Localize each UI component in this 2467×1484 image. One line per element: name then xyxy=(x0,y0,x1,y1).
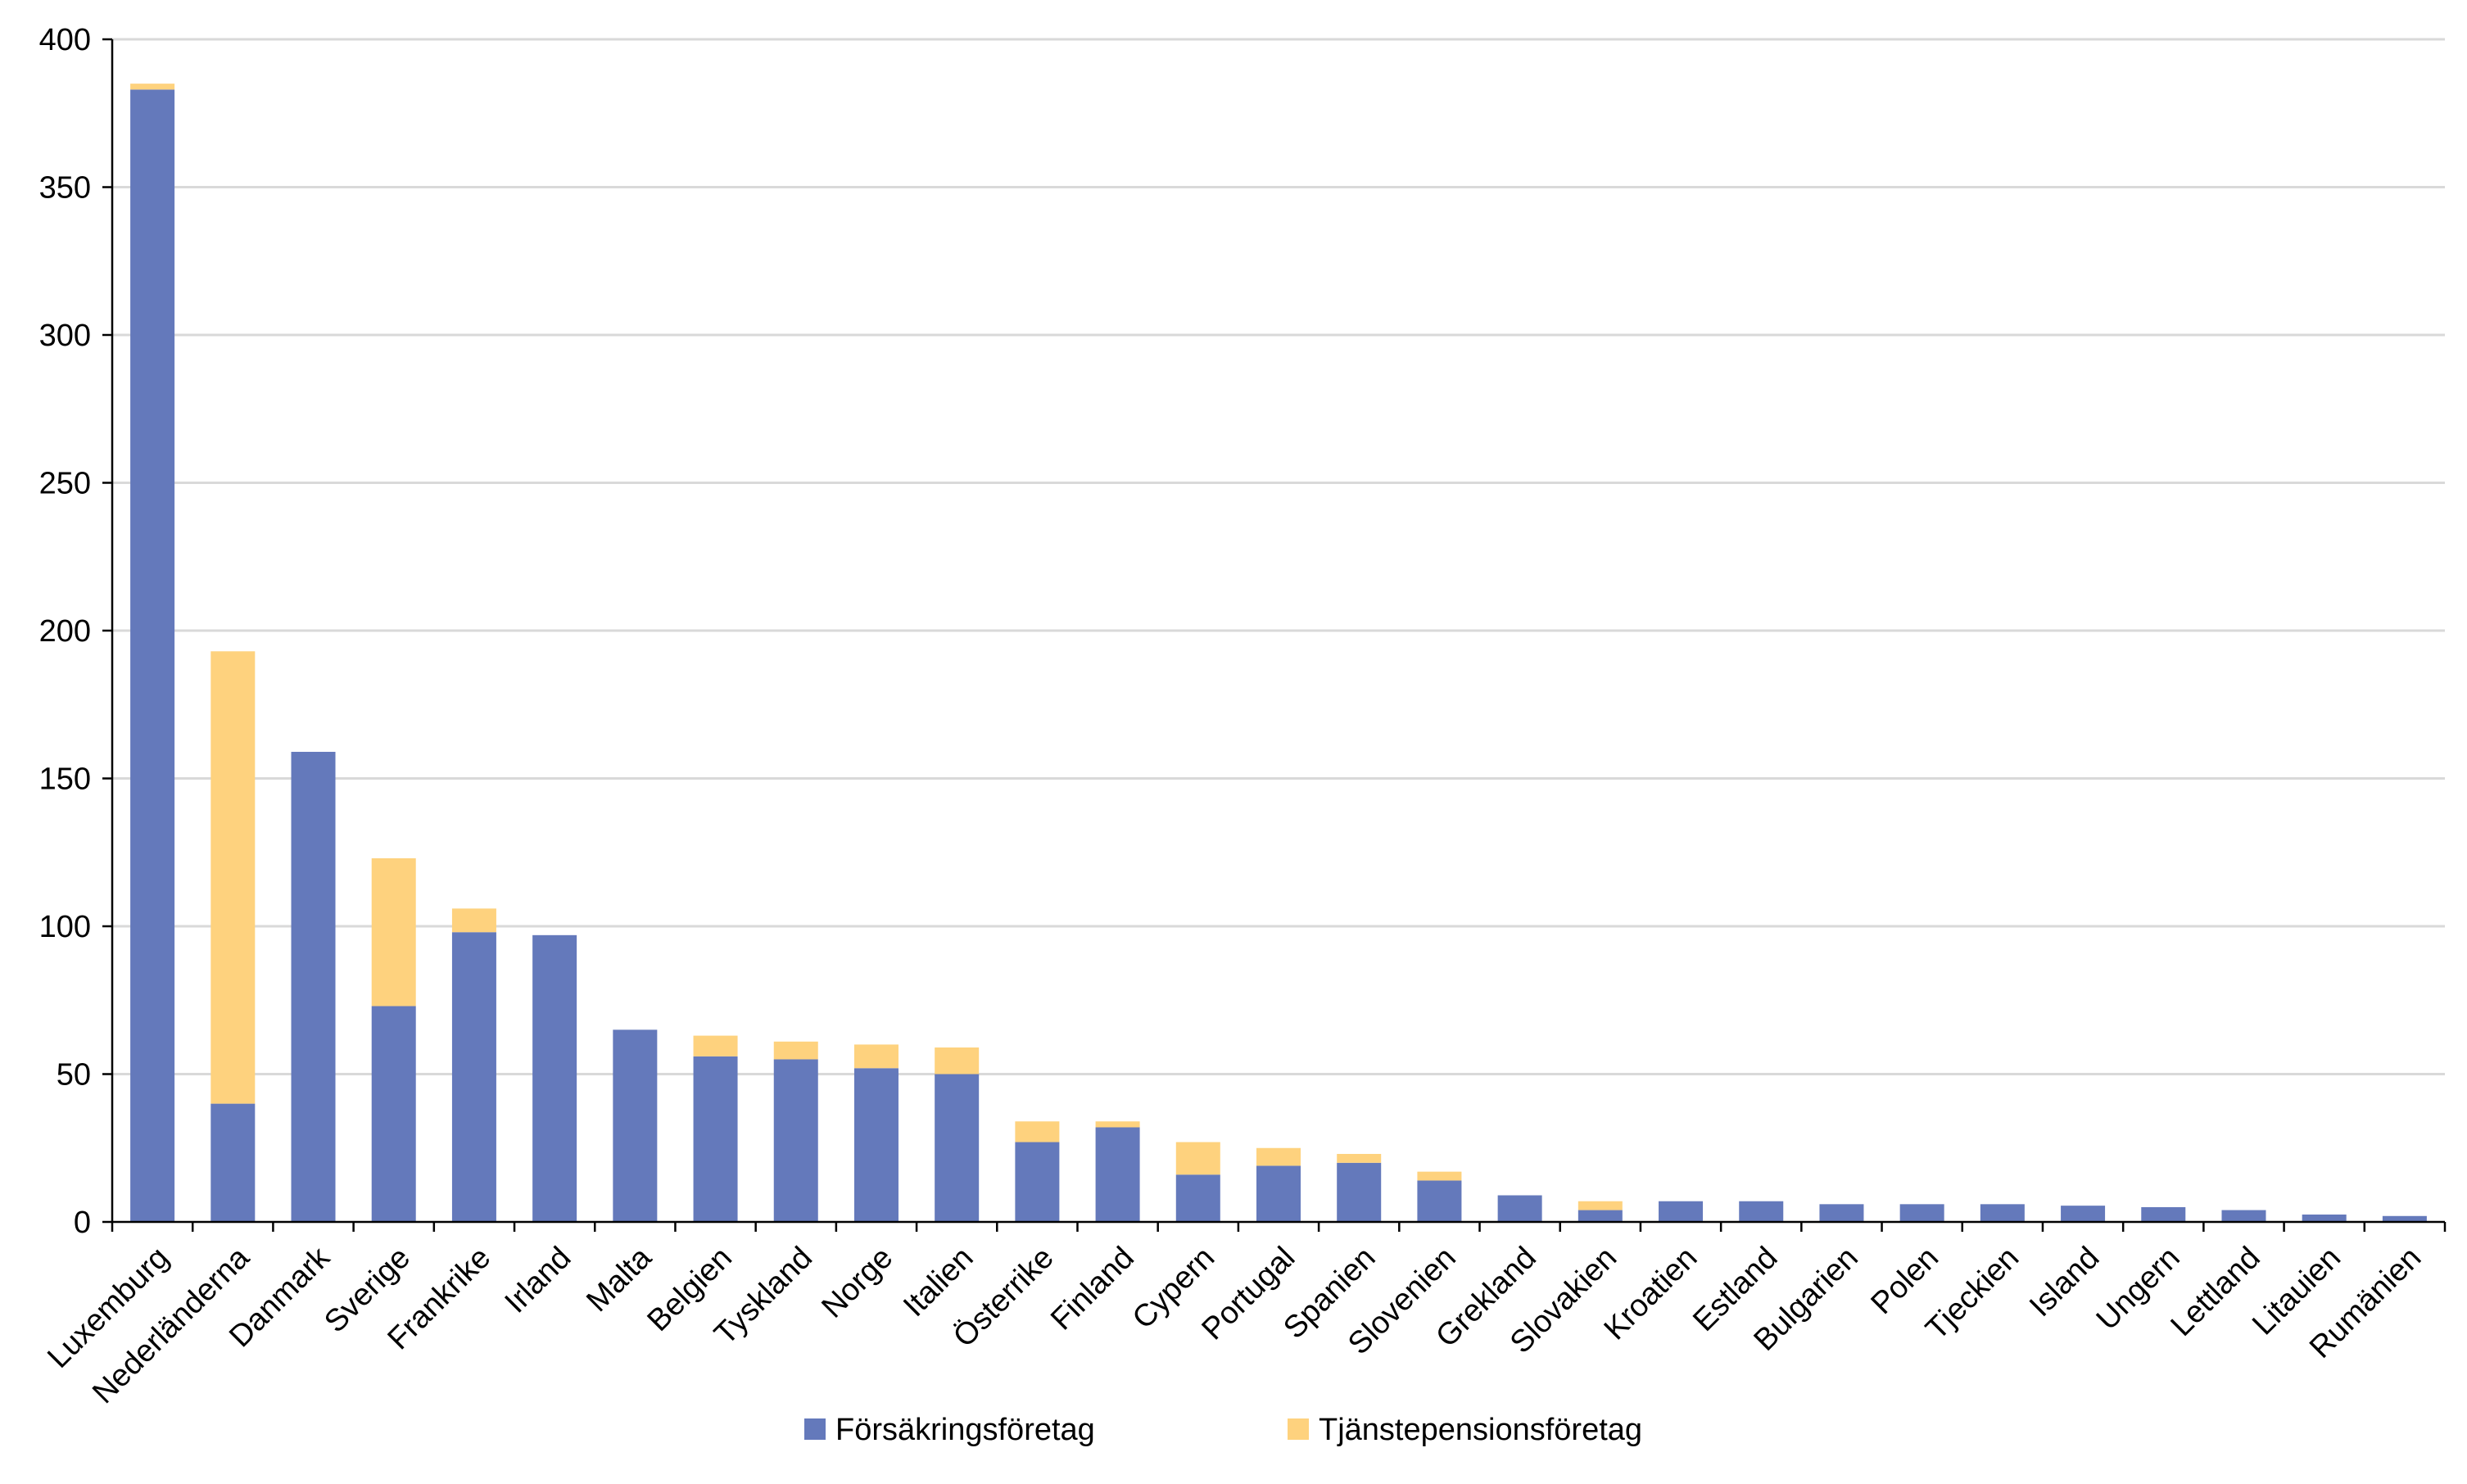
bar-forsakring-22 xyxy=(1899,1204,1944,1222)
bar-forsakring-28 xyxy=(2382,1215,2427,1222)
bar-tjanstepension-16 xyxy=(1417,1171,1462,1181)
bar-forsakring-26 xyxy=(2221,1210,2266,1222)
bar-tjanstepension-4 xyxy=(451,908,496,933)
legend-label-tjanstepension: Tjänstepensionsföretag xyxy=(1319,1413,1642,1447)
bar-forsakring-18 xyxy=(1578,1210,1623,1222)
bar-forsakring-5 xyxy=(532,934,577,1222)
bar-forsakring-0 xyxy=(130,89,175,1223)
y-tick-label-150: 150 xyxy=(39,762,91,797)
y-tick-label-350: 350 xyxy=(39,171,91,206)
bar-tjanstepension-0 xyxy=(130,84,175,90)
bar-tjanstepension-10 xyxy=(935,1047,980,1075)
bar-tjanstepension-14 xyxy=(1256,1147,1301,1166)
bars xyxy=(130,84,2427,1223)
bar-forsakring-14 xyxy=(1256,1165,1301,1222)
bar-forsakring-3 xyxy=(371,1006,416,1222)
legend-swatch-forsakring xyxy=(804,1418,826,1440)
bar-forsakring-4 xyxy=(451,932,496,1222)
bar-forsakring-12 xyxy=(1095,1127,1140,1222)
bar-forsakring-9 xyxy=(853,1068,899,1222)
bar-tjanstepension-11 xyxy=(1015,1121,1060,1142)
x-axis-ticks: LuxemburgNederländernaDanmarkSverigeFran… xyxy=(41,1222,2447,1410)
y-tick-label-100: 100 xyxy=(39,910,91,944)
y-axis-ticks: 0 50 100 150 200 250 300 350 400 xyxy=(39,23,112,1240)
y-tick-label-250: 250 xyxy=(39,467,91,501)
bar-forsakring-6 xyxy=(613,1029,658,1222)
bar-forsakring-2 xyxy=(291,752,336,1222)
y-tick-label-50: 50 xyxy=(57,1058,91,1093)
bar-forsakring-1 xyxy=(210,1103,256,1222)
bar-tjanstepension-15 xyxy=(1337,1153,1382,1163)
bar-forsakring-17 xyxy=(1497,1195,1542,1222)
bar-forsakring-16 xyxy=(1417,1180,1462,1222)
bar-tjanstepension-13 xyxy=(1175,1142,1220,1175)
bar-forsakring-15 xyxy=(1337,1162,1382,1222)
y-tick-label-0: 0 xyxy=(74,1206,91,1240)
bar-forsakring-11 xyxy=(1015,1142,1060,1222)
bar-forsakring-19 xyxy=(1659,1201,1704,1222)
legend-label-forsakring: Försäkringsföretag xyxy=(835,1413,1095,1447)
gridlines xyxy=(112,38,2445,1075)
bar-forsakring-23 xyxy=(1980,1204,2025,1222)
bar-tjanstepension-12 xyxy=(1095,1121,1140,1128)
legend: Försäkringsföretag Tjänstepensionsföretag xyxy=(804,1413,1642,1447)
bar-forsakring-10 xyxy=(935,1074,980,1222)
bar-forsakring-24 xyxy=(2061,1206,2106,1222)
bar-tjanstepension-1 xyxy=(210,651,256,1104)
y-tick-label-400: 400 xyxy=(39,23,91,57)
x-tick-label-5: Irland xyxy=(499,1241,578,1320)
bar-forsakring-20 xyxy=(1739,1201,1784,1222)
bar-forsakring-13 xyxy=(1175,1174,1220,1222)
y-tick-label-200: 200 xyxy=(39,614,91,649)
bar-tjanstepension-18 xyxy=(1578,1201,1623,1210)
bar-tjanstepension-8 xyxy=(773,1041,818,1060)
bar-forsakring-21 xyxy=(1819,1204,1864,1222)
bar-forsakring-25 xyxy=(2141,1206,2186,1222)
x-tick-label-26: Lettland xyxy=(2165,1241,2267,1343)
bar-forsakring-7 xyxy=(693,1056,738,1222)
bar-forsakring-27 xyxy=(2302,1214,2347,1222)
bar-tjanstepension-3 xyxy=(371,857,416,1007)
bar-forsakring-8 xyxy=(773,1059,818,1222)
x-tick-label-9: Norge xyxy=(815,1241,899,1325)
y-tick-label-300: 300 xyxy=(39,319,91,353)
legend-swatch-tjanstepension xyxy=(1288,1418,1309,1440)
x-tick-label-12: Finland xyxy=(1044,1241,1141,1337)
bar-tjanstepension-7 xyxy=(693,1035,738,1056)
bar-tjanstepension-9 xyxy=(853,1044,899,1069)
